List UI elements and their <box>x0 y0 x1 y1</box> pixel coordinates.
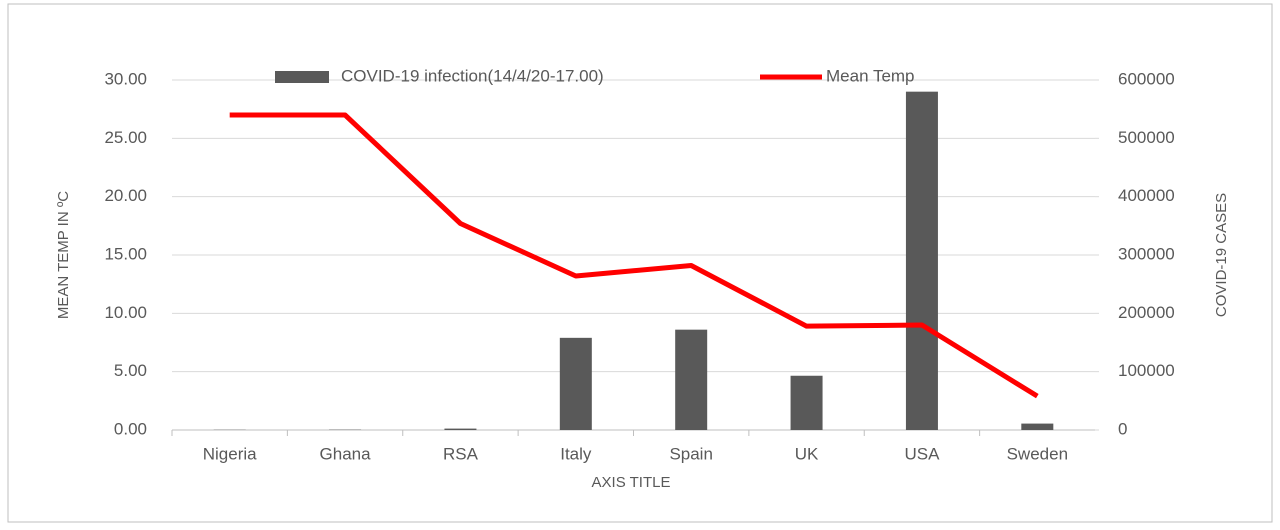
chart-border <box>7 3 1273 523</box>
x-tick-label: Spain <box>669 444 712 463</box>
y-tick-label: 30.00 <box>104 69 147 88</box>
x-tick-label: UK <box>795 444 819 463</box>
bar <box>444 428 477 430</box>
y2-tick-label: 0 <box>1118 419 1127 438</box>
y2-tick-label: 400000 <box>1118 186 1175 205</box>
legend-label: COVID-19 infection(14/4/20-17.00) <box>341 66 604 85</box>
bar <box>905 91 938 431</box>
bar <box>675 329 708 430</box>
y-tick-label: 5.00 <box>114 361 147 380</box>
x-tick-label: Italy <box>560 444 592 463</box>
bar <box>559 337 592 430</box>
x-tick-label: Nigeria <box>203 444 257 463</box>
bar <box>1021 423 1054 430</box>
y-tick-label: 0.00 <box>114 419 147 438</box>
y2-tick-label: 300000 <box>1118 244 1175 263</box>
x-axis-title: AXIS TITLE <box>592 474 671 491</box>
bar <box>790 375 823 430</box>
legend-swatch <box>275 71 329 83</box>
y2-tick-label: 500000 <box>1118 128 1175 147</box>
y-tick-label: 15.00 <box>104 244 147 263</box>
x-tick-label: USA <box>904 444 940 463</box>
y2-tick-label: 100000 <box>1118 361 1175 380</box>
y-tick-label: 10.00 <box>104 303 147 322</box>
y2-tick-label: 200000 <box>1118 303 1175 322</box>
y-tick-label: 20.00 <box>104 186 147 205</box>
y2-tick-label: 600000 <box>1118 69 1175 88</box>
x-tick-label: Ghana <box>320 444 372 463</box>
x-tick-label: RSA <box>443 444 479 463</box>
y2-axis-title: COVID-19 CASES <box>1213 193 1230 317</box>
legend-label: Mean Temp <box>826 66 915 85</box>
y-tick-label: 25.00 <box>104 128 147 147</box>
y-axis-title: MEAN TEMP IN ºC <box>55 191 72 319</box>
x-tick-label: Sweden <box>1007 444 1068 463</box>
line <box>229 112 1039 399</box>
